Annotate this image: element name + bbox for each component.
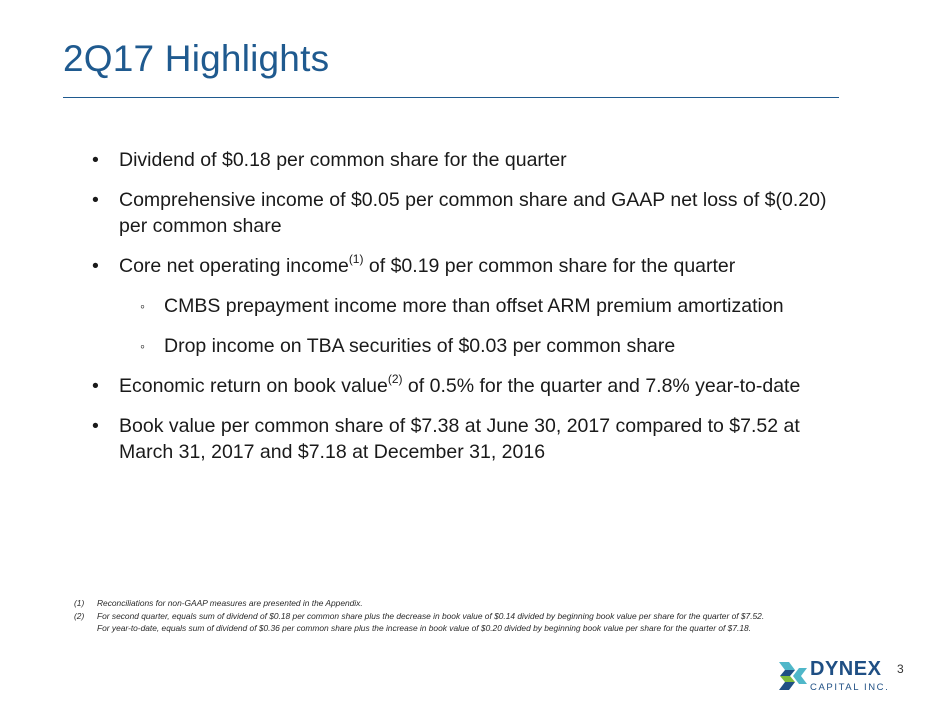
- bullet-dividend: Dividend of $0.18 per common share for t…: [92, 147, 852, 173]
- bullet-text: Comprehensive income of $0.05 per common…: [119, 189, 827, 237]
- dynex-mark-icon: [779, 662, 807, 690]
- bullet-text: Economic return on book value: [119, 375, 388, 397]
- page-number: 3: [897, 662, 904, 676]
- logo-wordmark: DYNEX: [810, 658, 882, 680]
- footnote-number: (1): [74, 598, 85, 608]
- sub-bullet-cmbs-prepayment: CMBS prepayment income more than offset …: [92, 293, 852, 319]
- footnote-text: Reconciliations for non-GAAP measures ar…: [97, 598, 363, 608]
- bullet-comprehensive-income: Comprehensive income of $0.05 per common…: [92, 187, 852, 239]
- footnote-ref: (2): [387, 372, 403, 386]
- footnote-number: (2): [74, 610, 85, 621]
- bullet-text: Core net operating income: [119, 255, 349, 277]
- footnote-text: For second quarter, equals sum of divide…: [97, 610, 765, 634]
- bullet-text: of 0.5% for the quarter and 7.8% year-to…: [402, 375, 801, 397]
- slide-title: 2Q17 Highlights: [63, 38, 330, 79]
- bullet-text: of $0.19 per common share for the quarte…: [363, 255, 736, 277]
- footnotes: (1) Reconciliations for non-GAAP measure…: [74, 597, 774, 635]
- title-divider: [63, 97, 839, 98]
- bullet-text: Dividend of $0.18 per common share for t…: [119, 149, 567, 171]
- footnote-2: (2) For second quarter, equals sum of di…: [74, 610, 774, 635]
- bullet-text: Drop income on TBA securities of $0.03 p…: [164, 335, 676, 357]
- bullet-text: Book value per common share of $7.38 at …: [119, 415, 800, 463]
- footnote-1: (1) Reconciliations for non-GAAP measure…: [74, 597, 774, 610]
- bullet-core-net-operating-income: Core net operating income(1) of $0.19 pe…: [92, 253, 852, 279]
- sub-bullet-drop-income: Drop income on TBA securities of $0.03 p…: [92, 333, 852, 359]
- logo-subtitle: CAPITAL INC.: [810, 682, 890, 693]
- highlights-list: Dividend of $0.18 per common share for t…: [92, 147, 852, 479]
- bullet-book-value: Book value per common share of $7.38 at …: [92, 413, 852, 465]
- bullet-text: CMBS prepayment income more than offset …: [164, 295, 784, 317]
- bullet-economic-return: Economic return on book value(2) of 0.5%…: [92, 373, 852, 399]
- footnote-ref: (1): [348, 252, 364, 266]
